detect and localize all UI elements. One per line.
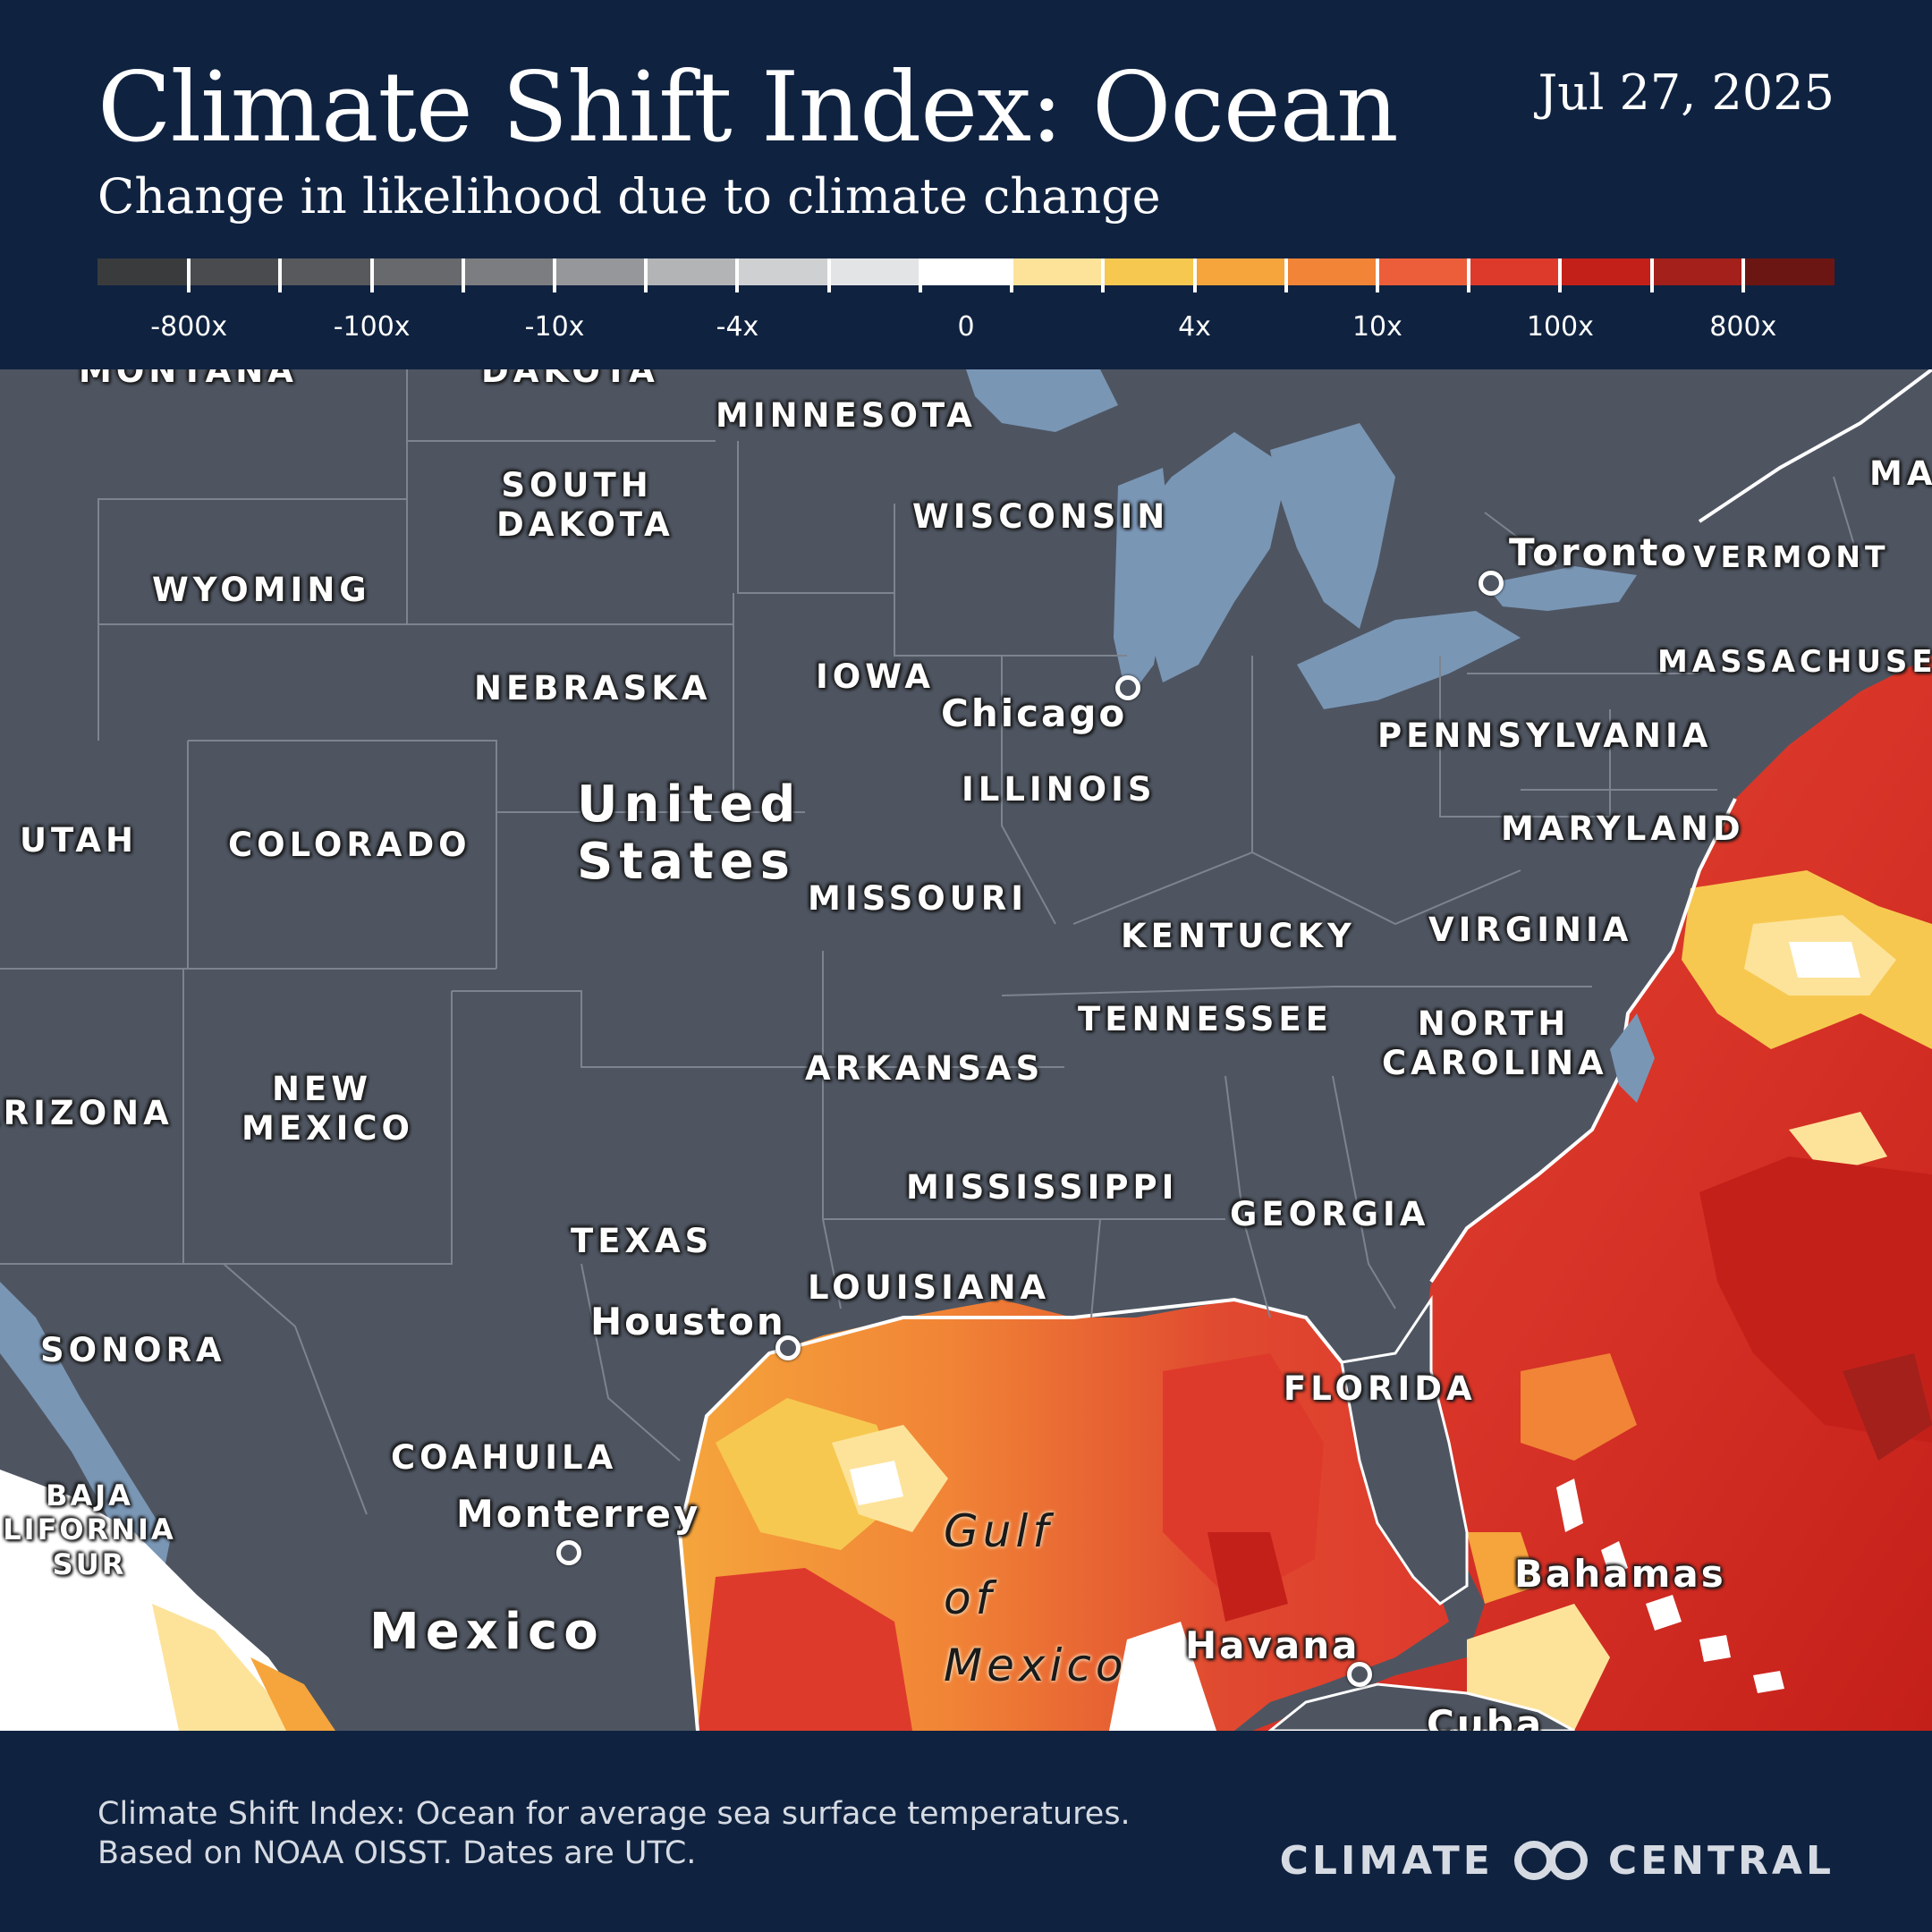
label-colorado: COLORADO xyxy=(228,826,471,864)
header: Climate Shift Index: Ocean Jul 27, 2025 … xyxy=(0,0,1932,369)
legend-label: 4x xyxy=(1178,311,1211,343)
label-montana: MONTANA xyxy=(79,369,298,390)
label-baja: BAJA LIFORNIA SUR xyxy=(3,1479,176,1581)
legend-label: -100x xyxy=(333,311,411,343)
great-lakes xyxy=(966,369,1637,709)
label-havana: Havana xyxy=(1185,1623,1360,1667)
legend-swatch xyxy=(1103,258,1195,285)
page-subtitle: Change in likelihood due to climate chan… xyxy=(97,168,1161,225)
legend-swatch xyxy=(737,258,829,285)
legend-swatch xyxy=(828,258,920,285)
legend-label: -4x xyxy=(716,311,759,343)
label-maine: MA xyxy=(1869,454,1932,493)
footnote-line-2: Based on NOAA OISST. Dates are UTC. xyxy=(97,1835,697,1871)
label-mississippi: MISSISSIPPI xyxy=(906,1168,1179,1207)
legend-color-scale xyxy=(97,258,1835,285)
footnote-line-1: Climate Shift Index: Ocean for average s… xyxy=(97,1796,1131,1832)
brand-text-left: CLIMATE xyxy=(1279,1837,1494,1884)
legend-swatch xyxy=(189,258,281,285)
label-wyoming: WYOMING xyxy=(152,571,371,609)
label-dakota: DAKOTA xyxy=(481,369,659,390)
legend-label: 10x xyxy=(1352,311,1402,343)
label-utah: UTAH xyxy=(20,821,139,860)
legend-labels: -800x -100x -10x -4x 0 4x 10x 100x 800x xyxy=(97,311,1835,347)
label-north-carolina: NORTH CAROLINA xyxy=(1382,1004,1608,1083)
brand-logo: CLIMATE CENTRAL xyxy=(1280,1834,1835,1887)
legend-swatch xyxy=(646,258,738,285)
legend-label: 0 xyxy=(957,311,975,343)
label-vermont: VERMONT xyxy=(1693,539,1890,574)
legend-label: -800x xyxy=(150,311,228,343)
label-tennessee: TENNESSEE xyxy=(1078,1000,1333,1038)
legend-swatch xyxy=(280,258,372,285)
label-sonora: SONORA xyxy=(40,1331,226,1369)
label-arkansas: ARKANSAS xyxy=(805,1049,1045,1088)
brand-text-right: CENTRAL xyxy=(1607,1837,1835,1884)
label-missouri: MISSOURI xyxy=(808,879,1028,918)
label-monterrey: Monterrey xyxy=(456,1492,701,1536)
label-bahamas: Bahamas xyxy=(1514,1552,1726,1596)
footer: Climate Shift Index: Ocean for average s… xyxy=(0,1731,1932,1932)
legend-swatch xyxy=(1377,258,1470,285)
label-iowa: IOWA xyxy=(816,657,936,696)
label-united-states: United States xyxy=(577,775,802,892)
legend-swatch xyxy=(1560,258,1652,285)
legend-label: 100x xyxy=(1526,311,1594,343)
label-illinois: ILLINOIS xyxy=(962,770,1157,809)
label-houston: Houston xyxy=(590,1300,786,1343)
label-coahuila: COAHUILA xyxy=(391,1438,618,1477)
infinity-rings-icon xyxy=(1513,1841,1588,1880)
bahamas-islands xyxy=(1556,1479,1784,1693)
label-georgia: GEORGIA xyxy=(1230,1195,1430,1233)
legend-label: 800x xyxy=(1709,311,1777,343)
gulf-of-california xyxy=(0,1282,170,1586)
map-graphic xyxy=(0,369,1932,1731)
label-kentucky: KENTUCKY xyxy=(1121,917,1356,955)
label-maryland: MARYLAND xyxy=(1501,809,1745,848)
label-florida: FLORIDA xyxy=(1284,1369,1477,1408)
label-massachusetts: MASSACHUSET xyxy=(1657,644,1932,680)
legend-swatch xyxy=(97,258,190,285)
state-borders xyxy=(0,369,1861,1515)
city-dot-houston xyxy=(775,1335,801,1360)
legend-swatch xyxy=(1012,258,1104,285)
page-title: Climate Shift Index: Ocean xyxy=(97,52,1399,164)
city-dot-havana xyxy=(1347,1662,1372,1687)
legend-swatch xyxy=(1194,258,1286,285)
label-cuba: Cuba xyxy=(1427,1702,1545,1731)
florida-land xyxy=(1340,1295,1469,1606)
legend-swatch xyxy=(371,258,463,285)
city-dot-toronto xyxy=(1479,571,1504,596)
label-louisiana: LOUISIANA xyxy=(808,1268,1051,1307)
legend-swatch xyxy=(1742,258,1835,285)
legend-swatch xyxy=(462,258,555,285)
legend-swatch xyxy=(555,258,647,285)
legend-swatch xyxy=(1469,258,1561,285)
label-pennsylvania: PENNSYLVANIA xyxy=(1377,716,1713,755)
legend-swatch xyxy=(1285,258,1377,285)
label-gulf-of-mexico: Gulf of Mexico xyxy=(944,1505,1128,1691)
label-south-dakota: SOUTH DAKOTA xyxy=(496,466,674,545)
label-wisconsin: WISCONSIN xyxy=(912,497,1170,536)
date-label: Jul 27, 2025 xyxy=(1538,64,1835,121)
city-dot-monterrey xyxy=(556,1540,581,1565)
map[interactable]: MONTANA DAKOTA MINNESOTA SOUTH DAKOTA WIS… xyxy=(0,369,1932,1731)
label-new-mexico: NEW MEXICO xyxy=(242,1070,414,1148)
legend-swatch xyxy=(1651,258,1743,285)
label-texas: TEXAS xyxy=(571,1222,714,1260)
cuba-land xyxy=(1267,1682,1575,1731)
footnote: Climate Shift Index: Ocean for average s… xyxy=(97,1795,1439,1874)
legend-swatch xyxy=(919,258,1013,285)
label-arizona: ARIZONA xyxy=(0,1094,174,1132)
label-chicago: Chicago xyxy=(941,691,1128,735)
label-toronto: Toronto xyxy=(1509,530,1690,574)
label-minnesota: MINNESOTA xyxy=(716,396,977,435)
label-nebraska: NEBRASKA xyxy=(474,669,712,708)
legend-label: -10x xyxy=(524,311,585,343)
label-virginia: VIRGINIA xyxy=(1428,911,1633,949)
city-dot-chicago xyxy=(1115,675,1140,700)
label-mexico: Mexico xyxy=(369,1603,605,1661)
